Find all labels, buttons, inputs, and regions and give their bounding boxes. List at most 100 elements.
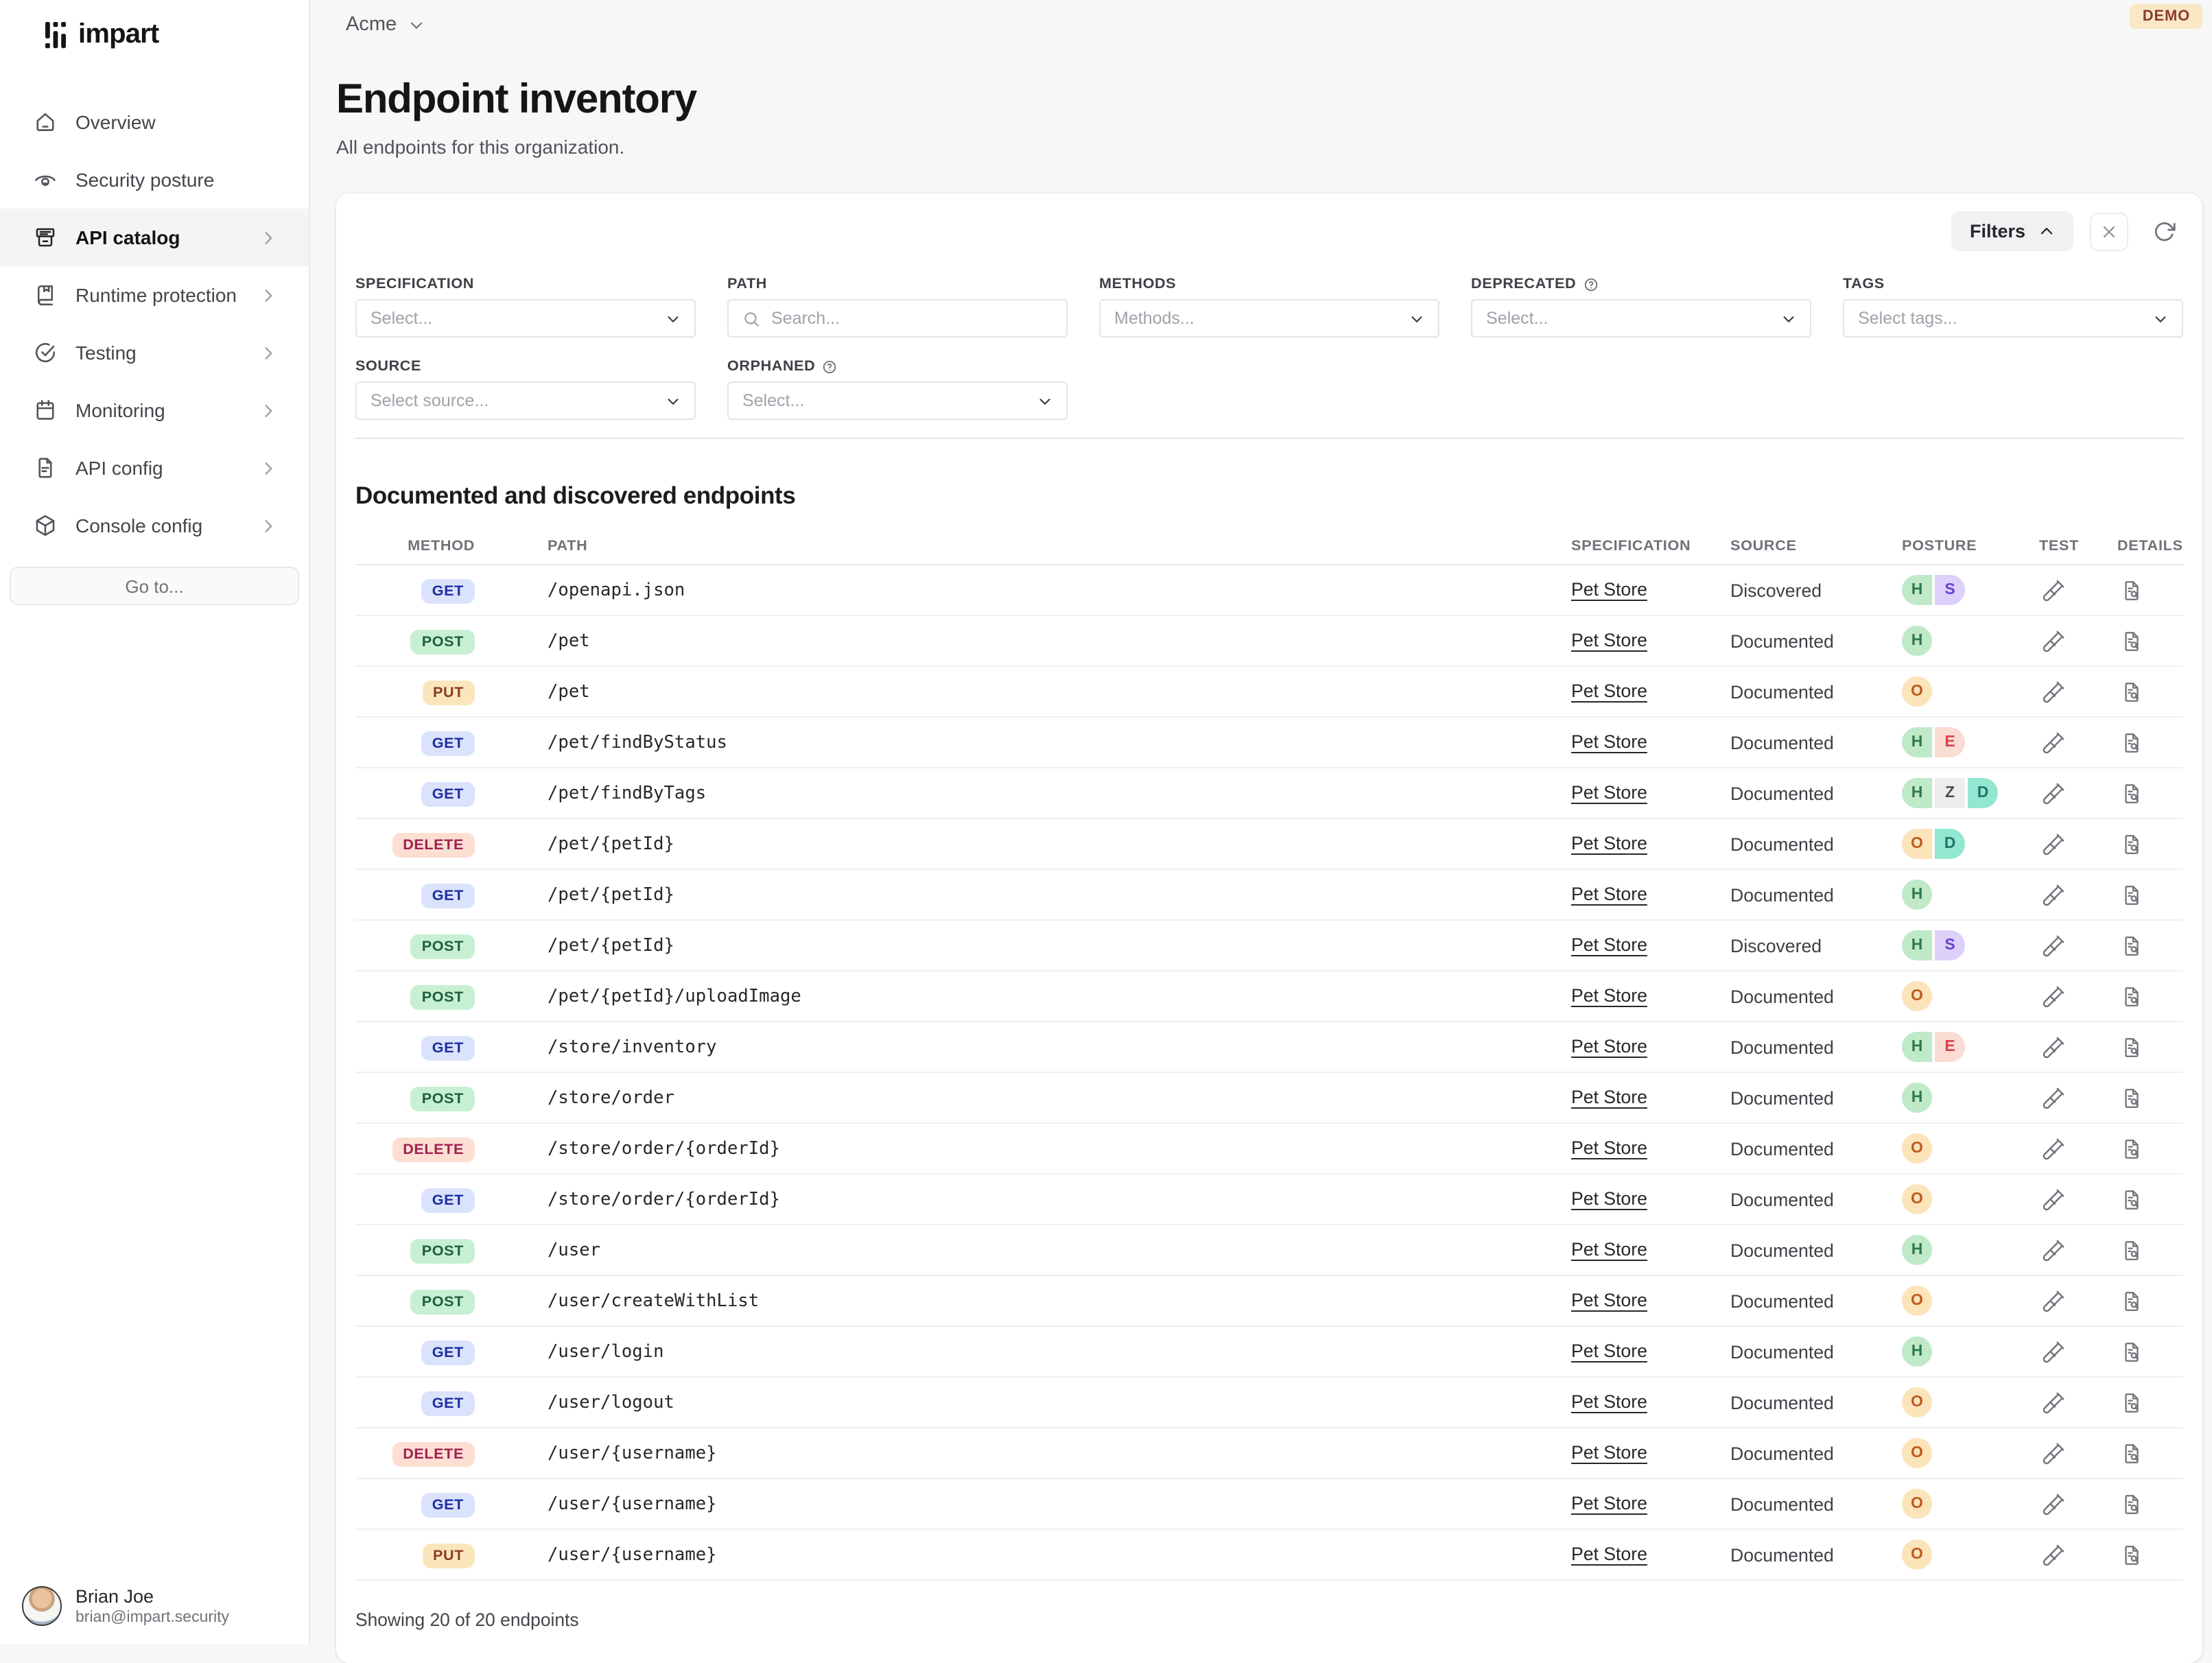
test-endpoint-button[interactable] (2039, 1439, 2068, 1467)
specification-link[interactable]: Pet Store (1571, 731, 1647, 752)
test-endpoint-button[interactable] (2039, 1236, 2068, 1264)
test-endpoint-button[interactable] (2039, 576, 2068, 604)
test-endpoint-button[interactable] (2039, 829, 2068, 858)
sidebar-item-label: Testing (75, 342, 137, 364)
test-endpoint-button[interactable] (2039, 880, 2068, 909)
tags-select[interactable]: Select tags... (1843, 299, 2183, 338)
endpoint-path: /store/inventory (548, 1037, 717, 1058)
deprecated-select[interactable]: Select... (1471, 299, 1811, 338)
sidebar-item-api-config[interactable]: API config (0, 439, 309, 497)
specification-link[interactable]: Pet Store (1571, 1442, 1647, 1463)
test-endpoint-button[interactable] (2039, 1185, 2068, 1214)
posture-badges: O (1902, 676, 2039, 707)
specification-link[interactable]: Pet Store (1571, 884, 1647, 904)
source-select[interactable]: Select source... (355, 381, 696, 420)
specification-select[interactable]: Select... (355, 299, 696, 338)
specification-link[interactable]: Pet Store (1571, 1290, 1647, 1310)
sidebar-item-monitoring[interactable]: Monitoring (0, 381, 309, 439)
sidebar-item-overview[interactable]: Overview (0, 93, 309, 151)
specification-link[interactable]: Pet Store (1571, 630, 1647, 650)
endpoint-details-button[interactable] (2117, 1540, 2146, 1569)
brand-name: impart (78, 19, 159, 49)
endpoint-details-button[interactable] (2117, 728, 2146, 757)
goto-button[interactable]: Go to... (10, 567, 299, 605)
specification-link[interactable]: Pet Store (1571, 579, 1647, 600)
endpoint-details-button[interactable] (2117, 1083, 2146, 1112)
user-profile[interactable]: Brian Joe brian@impart.security (0, 1586, 309, 1644)
specification-link[interactable]: Pet Store (1571, 833, 1647, 853)
specification-link[interactable]: Pet Store (1571, 1544, 1647, 1564)
sidebar-item-runtime-protection[interactable]: Runtime protection (0, 266, 309, 324)
endpoint-details-button[interactable] (2117, 880, 2146, 909)
test-endpoint-button[interactable] (2039, 677, 2068, 706)
specification-link[interactable]: Pet Store (1571, 1087, 1647, 1107)
test-endpoint-button[interactable] (2039, 982, 2068, 1011)
sidebar-item-security-posture[interactable]: Security posture (0, 151, 309, 209)
cube-icon (33, 513, 58, 538)
sidebar-item-testing[interactable]: Testing (0, 324, 309, 381)
endpoint-details-button[interactable] (2117, 576, 2146, 604)
test-endpoint-button[interactable] (2039, 728, 2068, 757)
test-endpoint-button[interactable] (2039, 1540, 2068, 1569)
refresh-button[interactable] (2145, 212, 2183, 250)
brand-logo[interactable]: impart (0, 0, 309, 52)
endpoint-details-button[interactable] (2117, 1489, 2146, 1518)
test-endpoint-button[interactable] (2039, 1134, 2068, 1163)
clear-filters-button[interactable] (2090, 212, 2128, 250)
test-endpoint-button[interactable] (2039, 931, 2068, 960)
endpoint-details-button[interactable] (2117, 829, 2146, 858)
specification-link[interactable]: Pet Store (1571, 1188, 1647, 1209)
table-row: POST/store/order Pet Store Documented H (355, 1073, 2183, 1124)
org-name: Acme (346, 14, 397, 36)
endpoint-path: /user (548, 1240, 601, 1261)
endpoint-details-button[interactable] (2117, 1185, 2146, 1214)
filters-toggle-button[interactable]: Filters (1951, 211, 2073, 251)
specification-link[interactable]: Pet Store (1571, 1036, 1647, 1057)
endpoint-details-button[interactable] (2117, 1134, 2146, 1163)
chevron-down-icon (1037, 393, 1052, 408)
path-search-input[interactable] (771, 309, 1052, 328)
test-endpoint-button[interactable] (2039, 1489, 2068, 1518)
endpoint-details-button[interactable] (2117, 982, 2146, 1011)
endpoint-details-button[interactable] (2117, 1439, 2146, 1467)
specification-link[interactable]: Pet Store (1571, 1493, 1647, 1513)
specification-link[interactable]: Pet Store (1571, 1239, 1647, 1260)
specification-link[interactable]: Pet Store (1571, 1341, 1647, 1361)
test-endpoint-button[interactable] (2039, 779, 2068, 807)
method-badge: PUT (422, 680, 475, 705)
file-search-icon (2120, 1340, 2143, 1363)
org-switcher[interactable]: Acme (346, 14, 425, 36)
test-endpoint-button[interactable] (2039, 1388, 2068, 1417)
test-endpoint-button[interactable] (2039, 1337, 2068, 1366)
specification-link[interactable]: Pet Store (1571, 681, 1647, 701)
test-endpoint-button[interactable] (2039, 1286, 2068, 1315)
endpoint-details-button[interactable] (2117, 677, 2146, 706)
test-endpoint-button[interactable] (2039, 1083, 2068, 1112)
orphaned-select[interactable]: Select... (727, 381, 1068, 420)
specification-link[interactable]: Pet Store (1571, 1137, 1647, 1158)
table-row: GET/pet/findByStatus Pet Store Documented H… (355, 718, 2183, 768)
test-endpoint-button[interactable] (2039, 626, 2068, 655)
posture-badge-O: O (1902, 1540, 1932, 1570)
endpoint-source: Documented (1730, 1443, 1834, 1463)
endpoint-details-button[interactable] (2117, 1286, 2146, 1315)
endpoint-details-button[interactable] (2117, 779, 2146, 807)
file-search-icon (2120, 1543, 2143, 1566)
sidebar-item-api-catalog[interactable]: API catalog (0, 209, 309, 266)
endpoint-details-button[interactable] (2117, 1388, 2146, 1417)
endpoint-details-button[interactable] (2117, 1337, 2146, 1366)
endpoint-details-button[interactable] (2117, 1033, 2146, 1061)
table-row: DELETE/store/order/{orderId} Pet Store Doc… (355, 1124, 2183, 1175)
test-endpoint-button[interactable] (2039, 1033, 2068, 1061)
sidebar-item-label: Security posture (75, 169, 215, 191)
endpoint-details-button[interactable] (2117, 626, 2146, 655)
specification-link[interactable]: Pet Store (1571, 1391, 1647, 1412)
path-search-field[interactable] (727, 299, 1068, 338)
methods-select[interactable]: Methods... (1099, 299, 1439, 338)
specification-link[interactable]: Pet Store (1571, 782, 1647, 803)
specification-link[interactable]: Pet Store (1571, 934, 1647, 955)
endpoint-details-button[interactable] (2117, 931, 2146, 960)
specification-link[interactable]: Pet Store (1571, 985, 1647, 1006)
sidebar-item-console-config[interactable]: Console config (0, 497, 309, 554)
endpoint-details-button[interactable] (2117, 1236, 2146, 1264)
